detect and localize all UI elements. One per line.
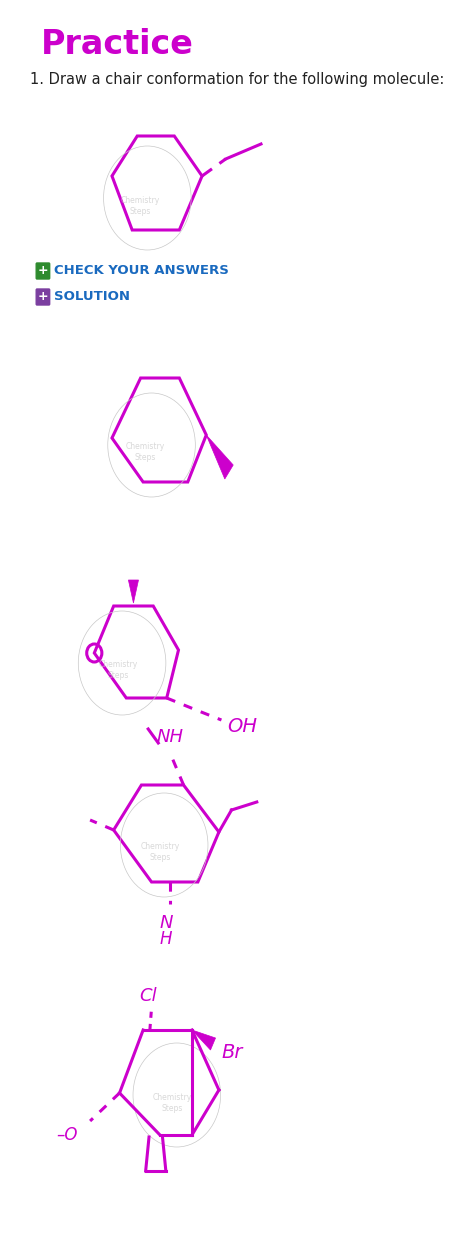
Text: CHECK YOUR ANSWERS: CHECK YOUR ANSWERS — [54, 264, 229, 278]
Polygon shape — [192, 1030, 216, 1050]
Text: –O: –O — [56, 1126, 78, 1144]
Text: Cl: Cl — [139, 988, 157, 1005]
Text: +: + — [37, 264, 48, 278]
Text: Chemistry
Steps: Chemistry Steps — [153, 1093, 192, 1112]
Text: Br: Br — [221, 1043, 243, 1062]
Text: Chemistry
Steps: Chemistry Steps — [98, 660, 137, 679]
FancyBboxPatch shape — [36, 289, 50, 304]
FancyBboxPatch shape — [36, 263, 50, 279]
Text: OH: OH — [228, 717, 257, 736]
Text: SOLUTION: SOLUTION — [54, 291, 130, 303]
Text: H: H — [160, 930, 172, 949]
Polygon shape — [206, 435, 233, 479]
Text: Chemistry
Steps: Chemistry Steps — [121, 196, 160, 215]
Text: Chemistry
Steps: Chemistry Steps — [140, 843, 180, 862]
Text: N: N — [159, 915, 173, 932]
Polygon shape — [128, 580, 138, 603]
Text: NH: NH — [156, 728, 183, 746]
Text: +: + — [37, 291, 48, 303]
Text: Chemistry
Steps: Chemistry Steps — [126, 443, 165, 462]
Text: Practice: Practice — [40, 28, 193, 60]
Text: 1. Draw a chair conformation for the following molecule:: 1. Draw a chair conformation for the fol… — [30, 72, 445, 87]
